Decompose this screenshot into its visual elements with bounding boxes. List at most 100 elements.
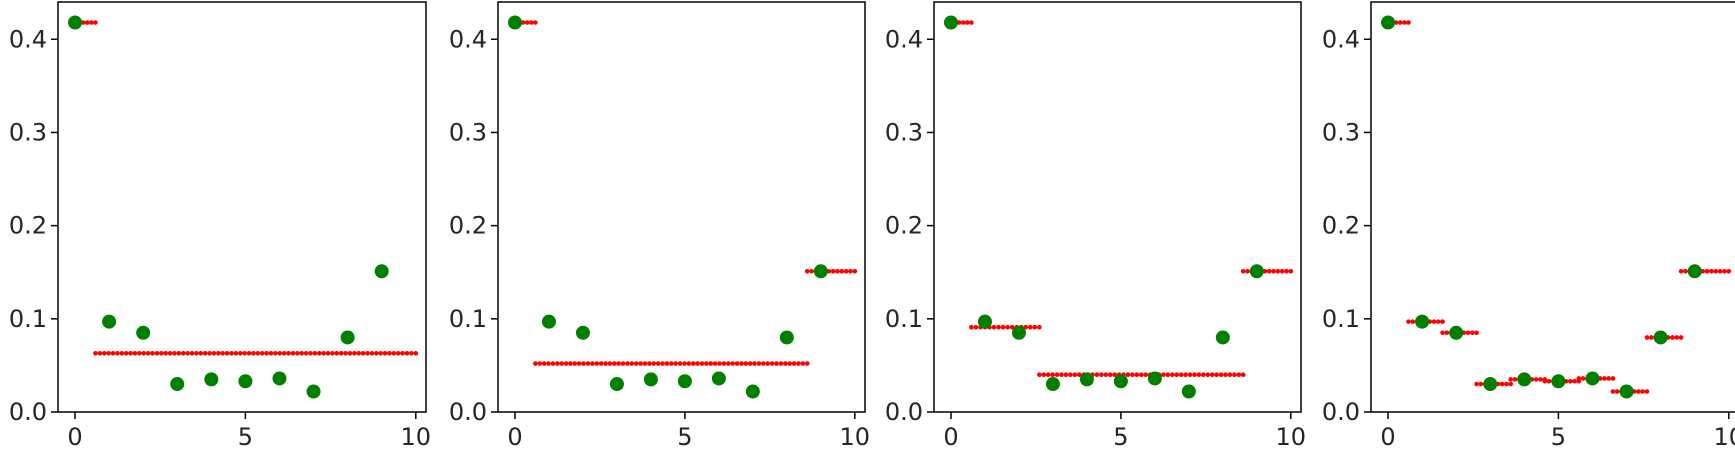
fit-dot — [1112, 372, 1117, 378]
y-tick-label: 0.1 — [449, 305, 487, 333]
fit-dot — [185, 350, 190, 356]
fit-dot — [638, 361, 643, 366]
fit-dot — [1027, 324, 1033, 330]
y-tick-label: 0.0 — [885, 398, 923, 426]
fit-dot — [1508, 377, 1514, 382]
fit-dot — [369, 350, 375, 356]
fit-dot — [804, 361, 810, 366]
fit-dot — [1610, 389, 1616, 394]
data-point — [609, 377, 624, 392]
fit-dot — [1266, 268, 1272, 274]
fit-dot — [89, 20, 94, 25]
fit-dot — [1218, 372, 1224, 378]
fit-dot — [839, 268, 845, 274]
fit-dot — [176, 350, 182, 356]
data-point — [1687, 264, 1702, 279]
fit-dot — [1063, 372, 1069, 378]
fit-dot — [273, 350, 278, 356]
data-point — [1147, 371, 1162, 386]
fit-dot — [1000, 324, 1006, 330]
fit-dot — [625, 361, 630, 366]
fit-dot — [996, 324, 1001, 330]
fit-dot — [356, 350, 362, 356]
fit-dot — [1512, 377, 1518, 382]
fit-dot — [229, 350, 234, 356]
fit-dot — [778, 361, 784, 366]
fit-dot — [699, 361, 705, 366]
fit-dot — [1636, 389, 1641, 394]
data-point — [136, 325, 151, 340]
fit-dot — [154, 350, 160, 356]
fit-dot — [347, 350, 353, 356]
data-point — [745, 384, 760, 399]
data-point — [1249, 264, 1264, 279]
y-tick-label: 0.0 — [1322, 398, 1360, 426]
fit-dot — [277, 350, 283, 356]
fit-dot — [308, 350, 313, 356]
fit-dot — [809, 268, 814, 274]
fit-dot — [1533, 377, 1539, 382]
y-tick-label: 0.1 — [1322, 305, 1360, 333]
fit-dot — [1037, 372, 1042, 378]
fit-dot — [224, 350, 230, 356]
y-tick-label: 0.4 — [1322, 25, 1360, 53]
fit-segment — [1678, 268, 1732, 274]
y-tick-label: 0.2 — [885, 212, 923, 240]
fit-dot — [787, 361, 792, 366]
fit-dot — [1103, 372, 1109, 378]
fit-dot — [281, 350, 287, 356]
fit-dot — [677, 361, 683, 366]
fit-dot — [607, 361, 613, 366]
fit-dot — [1041, 372, 1047, 378]
data-point — [1011, 325, 1026, 340]
y-tick-label: 0.0 — [9, 398, 47, 426]
fit-dot — [1059, 372, 1064, 378]
x-tick-label: 0 — [67, 423, 82, 451]
fit-dot — [1542, 378, 1548, 384]
fit-dot — [1406, 20, 1411, 25]
fit-dot — [590, 361, 595, 366]
fit-dot — [712, 361, 718, 366]
fit-dot — [132, 350, 138, 356]
data-point — [374, 264, 389, 279]
fit-dot — [1717, 268, 1723, 274]
fit-dot — [1170, 372, 1175, 378]
fit-dot — [1722, 268, 1727, 274]
x-tick-label: 10 — [1714, 423, 1735, 451]
fit-dot — [119, 350, 125, 356]
y-tick-label: 0.4 — [9, 25, 47, 53]
x-tick-label: 5 — [238, 423, 253, 451]
fit-dot — [413, 350, 419, 356]
fit-dot — [1275, 268, 1281, 274]
x-tick-label: 5 — [677, 423, 692, 451]
fit-dot — [334, 350, 340, 356]
fit-dot — [1393, 20, 1399, 25]
fit-dot — [1568, 378, 1573, 384]
fit-dot — [616, 361, 621, 366]
data-point — [170, 377, 185, 392]
fit-dot — [1023, 324, 1029, 330]
x-tick-label: 0 — [1380, 423, 1395, 451]
fit-dot — [800, 361, 806, 366]
fit-dot — [594, 361, 600, 366]
fit-dot — [1240, 268, 1246, 274]
fit-dot — [93, 20, 98, 25]
fit-dot — [629, 361, 635, 366]
fit-dot — [524, 20, 530, 25]
fit-dot — [382, 350, 388, 356]
fit-dot — [730, 361, 735, 366]
data-point — [711, 371, 726, 386]
y-tick-label: 0.4 — [885, 25, 923, 53]
data-point — [943, 15, 958, 30]
chart-panel-1: 0.0 0.1 0.2 0.3 0.4 0 5 10 — [9, 1, 431, 451]
data-point — [643, 372, 658, 387]
fit-dot — [1440, 319, 1445, 324]
fit-dot — [830, 268, 836, 274]
fit-dot — [409, 350, 414, 356]
fit-dot — [1192, 372, 1197, 378]
fit-dot — [1678, 268, 1684, 274]
fit-dot — [843, 268, 849, 274]
fit-dot — [172, 350, 177, 356]
fit-dot — [541, 361, 547, 366]
fit-dot — [603, 361, 608, 366]
